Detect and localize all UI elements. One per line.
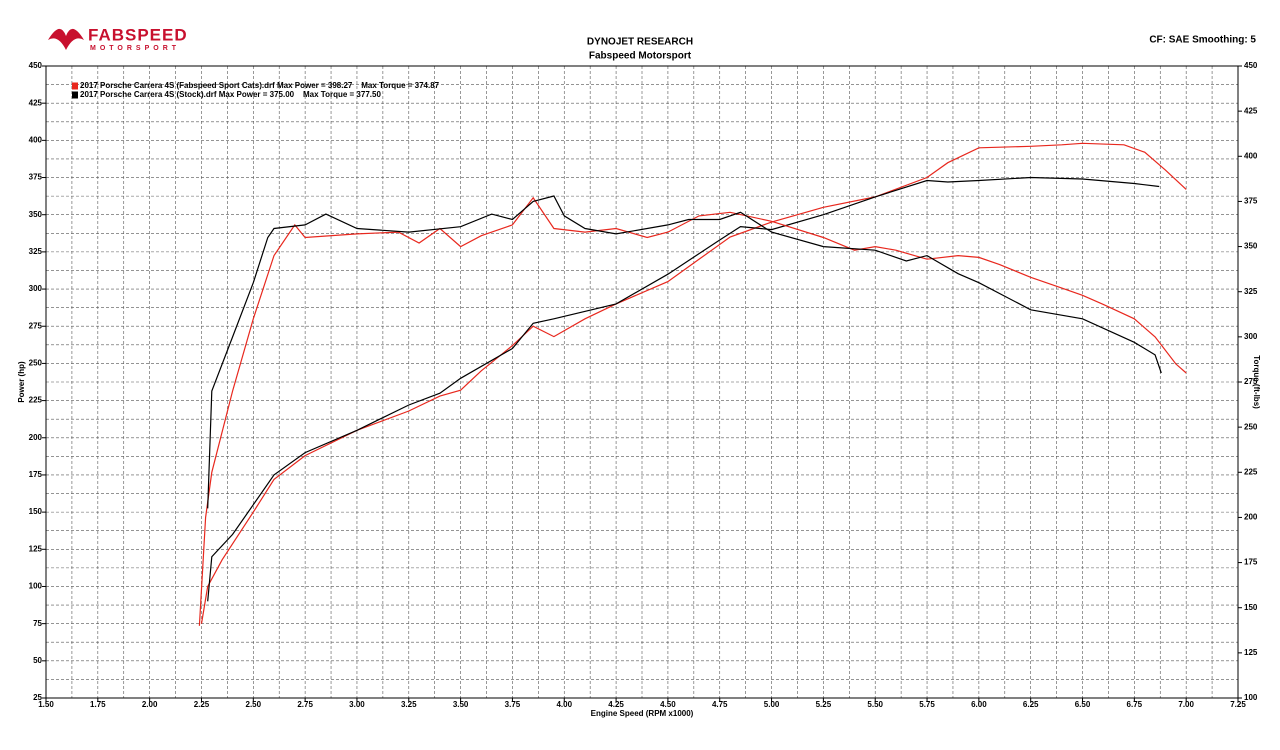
y2-tick-label: 325 xyxy=(1244,287,1258,296)
y2-tick-label: 175 xyxy=(1244,558,1258,567)
x-tick-label: 2.75 xyxy=(297,700,313,709)
y-tick-label: 250 xyxy=(29,359,43,368)
y-tick-label: 400 xyxy=(29,135,43,144)
y2-tick-label: 275 xyxy=(1244,377,1258,386)
legend-label: 2017 Porsche Carrera 4S (Fabspeed Sport … xyxy=(80,81,440,90)
x-tick-label: 1.75 xyxy=(90,700,106,709)
x-tick-label: 6.00 xyxy=(971,700,987,709)
y-tick-label: 75 xyxy=(33,619,42,628)
y2-tick-label: 125 xyxy=(1244,648,1258,657)
legend-label: 2017 Porsche Carrera 4S (Stock).drf Max … xyxy=(80,90,381,99)
x-tick-label: 4.25 xyxy=(608,700,624,709)
x-tick-label: 5.75 xyxy=(919,700,935,709)
series-line xyxy=(200,142,1187,624)
chart-subtitle: Fabspeed Motorsport xyxy=(589,51,692,62)
y2-tick-label: 350 xyxy=(1244,242,1258,251)
y2-axis-label: Torque (ft-lbs) xyxy=(1252,355,1261,409)
y2-tick-label: 450 xyxy=(1244,61,1258,70)
y2-tick-label: 250 xyxy=(1244,422,1258,431)
x-tick-label: 1.50 xyxy=(38,700,54,709)
legend-swatch xyxy=(72,82,78,90)
y-tick-label: 125 xyxy=(29,544,43,553)
legend-swatch xyxy=(72,91,78,99)
y-tick-label: 175 xyxy=(29,470,43,479)
series-line xyxy=(207,195,1162,509)
y-tick-label: 325 xyxy=(29,247,43,256)
y-tick-label: 25 xyxy=(33,693,42,702)
brand: FABSPEED xyxy=(88,25,188,44)
y-tick-label: 375 xyxy=(29,173,43,182)
x-tick-label: 6.75 xyxy=(1127,700,1143,709)
x-tick-label: 7.00 xyxy=(1178,700,1194,709)
chart-title: DYNOJET RESEARCH xyxy=(587,37,693,48)
y2-tick-label: 225 xyxy=(1244,467,1258,476)
series-line xyxy=(207,176,1160,602)
y2-tick-label: 400 xyxy=(1244,151,1258,160)
x-tick-label: 5.50 xyxy=(867,700,883,709)
y-tick-label: 150 xyxy=(29,507,43,516)
x-tick-label: 6.50 xyxy=(1075,700,1091,709)
brand-sub: MOTORSPORT xyxy=(90,45,180,52)
y-tick-label: 50 xyxy=(33,656,42,665)
y-tick-label: 275 xyxy=(29,321,43,330)
x-tick-label: 7.25 xyxy=(1230,700,1246,709)
y2-tick-label: 200 xyxy=(1244,513,1258,522)
y-tick-label: 450 xyxy=(29,61,43,70)
y-tick-label: 200 xyxy=(29,433,43,442)
x-tick-label: 5.25 xyxy=(816,700,832,709)
y2-tick-label: 425 xyxy=(1244,106,1258,115)
y-tick-label: 225 xyxy=(29,396,43,405)
logo-icon xyxy=(48,28,84,50)
x-tick-label: 2.50 xyxy=(246,700,262,709)
y-axis-label: Power (hp) xyxy=(17,361,26,403)
y-tick-label: 350 xyxy=(29,210,43,219)
y2-tick-label: 300 xyxy=(1244,332,1258,341)
y2-tick-label: 150 xyxy=(1244,603,1258,612)
y2-tick-label: 100 xyxy=(1244,693,1258,702)
x-tick-label: 4.50 xyxy=(660,700,676,709)
x-axis-label: Engine Speed (RPM x1000) xyxy=(591,709,694,718)
y-tick-label: 300 xyxy=(29,284,43,293)
x-tick-label: 3.25 xyxy=(401,700,417,709)
corner-note: CF: SAE Smoothing: 5 xyxy=(1149,35,1256,46)
x-tick-label: 3.00 xyxy=(349,700,365,709)
x-tick-label: 2.00 xyxy=(142,700,158,709)
x-tick-label: 3.50 xyxy=(453,700,469,709)
y-tick-label: 425 xyxy=(29,98,43,107)
x-tick-label: 4.00 xyxy=(556,700,572,709)
y-tick-label: 100 xyxy=(29,582,43,591)
x-tick-label: 4.75 xyxy=(712,700,728,709)
x-tick-label: 3.75 xyxy=(505,700,521,709)
y2-tick-label: 375 xyxy=(1244,197,1258,206)
x-tick-label: 5.00 xyxy=(764,700,780,709)
x-tick-label: 2.25 xyxy=(194,700,210,709)
x-tick-label: 6.25 xyxy=(1023,700,1039,709)
series-line xyxy=(198,196,1187,626)
